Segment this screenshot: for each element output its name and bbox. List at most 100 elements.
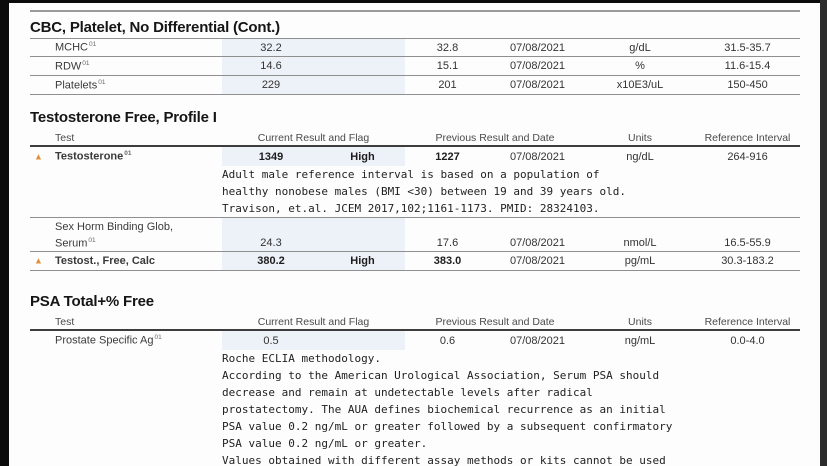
units-cell: ng/mL xyxy=(624,334,656,347)
result-date-cell: 07/08/2021 xyxy=(509,150,566,163)
reference-interval-cell: 31.5-35.7 xyxy=(724,41,771,54)
result-date-cell: 07/08/2021 xyxy=(509,79,566,91)
current-result-cell: 229 xyxy=(222,76,320,94)
flag-cell xyxy=(320,57,405,75)
section-title-testosterone: Testosterone Free, Profile I xyxy=(30,109,217,126)
table-row-free-testosterone: ▲ Testost., Free, Calc 380.2 High 383.0 0… xyxy=(30,252,800,271)
column-header-row: Test Current Result and Flag Previous Re… xyxy=(30,132,800,147)
result-source-superscript: 01 xyxy=(82,59,90,67)
flag-cell: High xyxy=(320,147,405,166)
previous-result-cell: 17.6 xyxy=(436,237,459,249)
table-row-shbg-line1: Sex Horm Binding Glob, xyxy=(30,218,800,235)
high-flag-triangle-icon: ▲ xyxy=(34,151,43,161)
header-units: Units xyxy=(628,316,652,328)
units-cell: x10E3/uL xyxy=(616,79,664,91)
section-title-psa: PSA Total+% Free xyxy=(30,293,154,310)
comment-line: decrease and remain at undetectable leve… xyxy=(222,386,593,399)
high-flag-triangle-icon: ▲ xyxy=(34,255,43,266)
right-edge-bar xyxy=(820,0,827,466)
column-header-row: Test Current Result and Flag Previous Re… xyxy=(30,316,800,331)
current-result-cell: 1349 xyxy=(222,147,320,166)
test-name-cell: MCHC01 xyxy=(55,41,97,54)
header-test: Test xyxy=(55,132,75,144)
result-source-superscript: 01 xyxy=(124,150,132,158)
reference-interval-cell: 150-450 xyxy=(727,79,768,91)
table-row-platelets: Platelets01 229 201 07/08/2021 x10E3/uL … xyxy=(30,76,800,95)
test-name-cell: Sex Horm Binding Glob, xyxy=(55,220,173,233)
test-name-cell: ▲ Testosterone01 xyxy=(34,150,132,163)
previous-result-cell: 0.6 xyxy=(439,334,456,347)
left-edge-bar xyxy=(0,0,9,466)
result-source-superscript: 01 xyxy=(98,78,106,86)
result-date-cell: 07/08/2021 xyxy=(509,237,566,249)
current-result-cell: 32.2 xyxy=(222,39,320,56)
reference-interval-cell: 30.3-183.2 xyxy=(721,255,774,267)
header-previous-result: Previous Result and Date xyxy=(435,316,555,328)
comment-line: Roche ECLIA methodology. xyxy=(222,352,381,365)
table-row-shbg-line2: Serum01 24.3 17.6 07/08/2021 nmol/L 16.5… xyxy=(30,235,800,252)
current-result-cell: 380.2 xyxy=(222,252,320,270)
reference-interval-cell: 11.6-15.4 xyxy=(724,60,771,72)
result-source-superscript: 01 xyxy=(89,41,97,49)
cbc-table: MCHC01 32.2 32.8 07/08/2021 g/dL 31.5-35… xyxy=(30,38,800,95)
header-current-result: Current Result and Flag xyxy=(257,316,370,328)
comment-line: Travison, et.al. JCEM 2017,102;1161-1173… xyxy=(222,202,600,215)
test-name-cell: ▲ Testost., Free, Calc xyxy=(34,255,156,267)
comment-line: Adult male reference interval is based o… xyxy=(222,168,600,181)
current-result-cell: 24.3 xyxy=(222,235,320,251)
test-name-cell: Prostate Specific Ag01 xyxy=(55,334,162,347)
current-result-cell: 0.5 xyxy=(222,331,320,350)
result-source-superscript: 01 xyxy=(154,334,162,342)
testosterone-result-comment: Adult male reference interval is based o… xyxy=(30,166,800,218)
header-reference-interval: Reference Interval xyxy=(704,132,791,144)
flag-cell xyxy=(320,235,405,251)
previous-result-cell: 383.0 xyxy=(433,255,462,267)
comment-line: prostatectomy. The AUA defines biochemic… xyxy=(222,403,666,416)
previous-result-cell: 15.1 xyxy=(436,60,459,72)
header-units: Units xyxy=(628,132,652,144)
result-date-cell: 07/08/2021 xyxy=(509,255,566,267)
reference-interval-cell: 16.5-55.9 xyxy=(724,237,771,249)
result-source-superscript: 01 xyxy=(88,236,96,244)
report-content: CBC, Platelet, No Differential (Cont.) M… xyxy=(30,0,800,466)
previous-result-cell: 201 xyxy=(438,79,457,91)
units-cell: % xyxy=(635,60,645,72)
test-name-cell: Serum01 xyxy=(55,236,96,250)
units-cell: g/dL xyxy=(629,41,651,54)
comment-line: Values obtained with different assay met… xyxy=(222,454,666,466)
header-test: Test xyxy=(55,316,75,328)
flag-high: High xyxy=(350,150,375,163)
flag-cell xyxy=(320,331,405,350)
header-reference-interval: Reference Interval xyxy=(704,316,791,328)
previous-result-cell: 1227 xyxy=(435,150,460,163)
reference-interval-cell: 0.0-4.0 xyxy=(730,334,765,347)
comment-line: PSA value 0.2 ng/mL or greater. xyxy=(222,437,428,450)
table-row-mchc: MCHC01 32.2 32.8 07/08/2021 g/dL 31.5-35… xyxy=(30,38,800,57)
flag-high: High xyxy=(350,255,375,267)
psa-result-comment: Roche ECLIA methodology. According to th… xyxy=(222,350,800,466)
result-date-cell: 07/08/2021 xyxy=(509,334,566,347)
table-row-rdw: RDW01 14.6 15.1 07/08/2021 % 11.6-15.4 xyxy=(30,57,800,76)
units-cell: pg/mL xyxy=(624,255,656,267)
section-title-cbc: CBC, Platelet, No Differential (Cont.) xyxy=(30,19,280,36)
comment-line: PSA value 0.2 ng/mL or greater followed … xyxy=(222,420,673,433)
flag-cell: High xyxy=(320,252,405,270)
flag-cell xyxy=(320,218,405,235)
top-edge-bar xyxy=(0,0,827,3)
result-date-cell: 07/08/2021 xyxy=(509,60,566,72)
table-row-psa: Prostate Specific Ag01 0.5 0.6 07/08/202… xyxy=(30,331,800,350)
result-date-cell: 07/08/2021 xyxy=(509,41,566,54)
previous-table-end-rule xyxy=(30,10,800,12)
header-current-result: Current Result and Flag xyxy=(257,132,370,144)
comment-line: According to the American Urological Ass… xyxy=(222,369,660,382)
table-row-testosterone: ▲ Testosterone01 1349 High 1227 07/08/202… xyxy=(30,147,800,166)
previous-result-cell: 32.8 xyxy=(436,41,459,54)
current-result-cell: 14.6 xyxy=(222,57,320,75)
reference-interval-cell: 264-916 xyxy=(727,150,768,163)
current-result-cell xyxy=(222,218,320,235)
flag-cell xyxy=(320,39,405,56)
units-cell: nmol/L xyxy=(623,237,657,249)
test-name-cell: Platelets01 xyxy=(55,78,106,92)
flag-cell xyxy=(320,76,405,94)
